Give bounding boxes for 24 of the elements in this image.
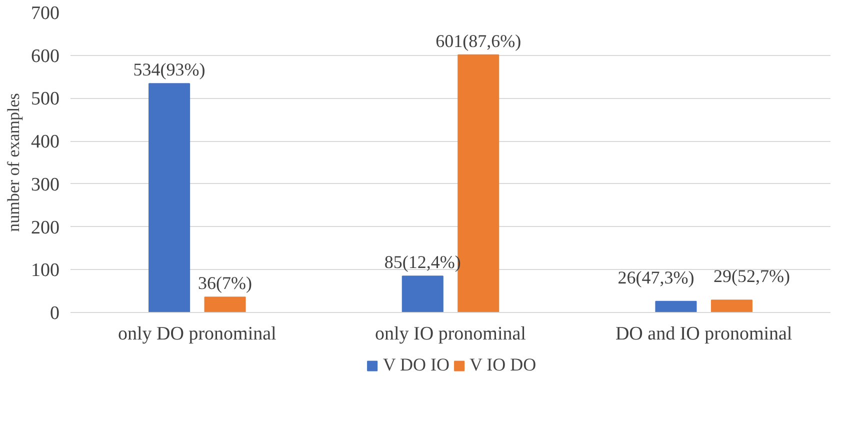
y-tick-label: 300: [31, 174, 60, 196]
data-label: 601(87,6%): [436, 30, 522, 51]
legend-label: V DO IO: [382, 354, 450, 376]
bar: [402, 276, 444, 312]
data-label: 534(93%): [133, 60, 206, 80]
y-tick-label: 400: [31, 132, 60, 153]
bar: [655, 300, 697, 312]
data-label: 36(7%): [198, 273, 252, 294]
bar: [204, 296, 246, 312]
y-tick-label: 0: [50, 303, 60, 324]
x-tick-label: DO and IO pronominal: [615, 324, 792, 344]
legend-label: V IO DO: [470, 354, 536, 376]
y-tick-label: 700: [31, 3, 60, 24]
bar: [148, 83, 190, 312]
data-label: 26(47,3%): [618, 267, 694, 288]
y-tick-label: 500: [31, 88, 60, 110]
bar: [710, 300, 752, 312]
y-axis-title: number of examples: [4, 93, 23, 232]
y-tick-label: 600: [31, 46, 60, 67]
x-tick-label: only IO pronominal: [375, 324, 526, 344]
data-label: 29(52,7%): [713, 266, 790, 286]
y-tick-label: 100: [31, 260, 60, 282]
y-tick-label: 200: [31, 217, 60, 238]
x-tick-label: only DO pronominal: [118, 324, 276, 344]
